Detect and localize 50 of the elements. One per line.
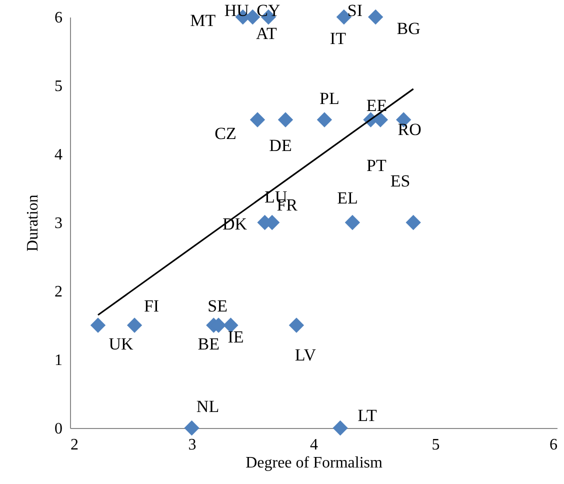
point: [278, 112, 294, 128]
annotation: PT: [366, 156, 387, 175]
x-tick-label: 3: [188, 436, 196, 454]
point: [126, 318, 142, 333]
annotation: ES: [390, 172, 410, 190]
annotation: DE: [269, 136, 292, 155]
x-tick-label: 4: [310, 436, 318, 454]
annotation: NL: [196, 397, 220, 416]
annotation: CZ: [214, 124, 236, 143]
x-tick-label: 2: [70, 436, 78, 454]
x-tick-label: 6: [550, 436, 558, 454]
y-tick-label: 4: [54, 146, 62, 164]
annotation: UK: [108, 334, 134, 354]
annotation: CY: [256, 1, 280, 20]
y-tick-label: 5: [54, 78, 62, 95]
annotation: IT: [330, 29, 347, 48]
y-axis-title: Duration: [24, 194, 42, 252]
annotation: BG: [396, 19, 420, 38]
annotation: LT: [358, 406, 378, 425]
annotation: BE: [198, 334, 220, 354]
annotation: AT: [256, 24, 278, 43]
point: [250, 112, 266, 128]
annotation: LV: [294, 345, 317, 364]
annotation: PL: [320, 88, 340, 108]
x-axis-title: Degree of Formalism: [246, 454, 383, 472]
point: [223, 318, 238, 333]
point: [288, 318, 304, 333]
annotation: MT: [190, 11, 216, 30]
point: [406, 214, 421, 230]
annotation: EL: [337, 188, 358, 208]
point: [316, 112, 332, 128]
point: [344, 214, 360, 230]
y-tick-label: 2: [54, 284, 62, 300]
y-tick-label: 0: [54, 420, 62, 438]
x-tick-label: 5: [432, 436, 440, 454]
annotation: RO: [398, 120, 422, 139]
annotation: SE: [208, 296, 228, 316]
point: [332, 420, 348, 436]
annotation: EE: [366, 96, 388, 115]
annotation: DK: [222, 214, 248, 234]
annotation: FI: [144, 296, 160, 316]
point: [368, 9, 384, 25]
annotation: IE: [228, 327, 244, 346]
point: [184, 420, 200, 436]
annotation: HU: [224, 1, 249, 20]
y-tick-label: 1: [54, 352, 62, 369]
y-tick-label: 6: [54, 10, 62, 26]
y-tick-label: 3: [54, 215, 62, 232]
point: [90, 318, 106, 333]
annotation: SI: [347, 1, 363, 20]
